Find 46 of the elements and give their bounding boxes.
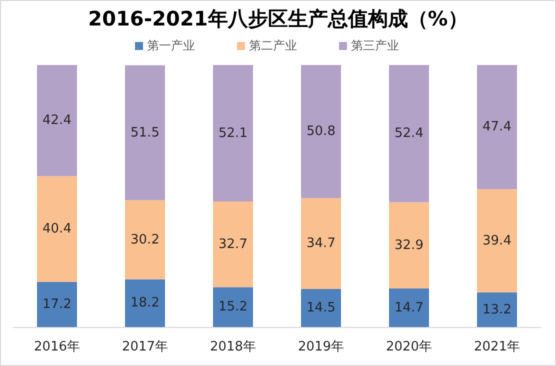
bar: [125, 65, 165, 200]
bar: [389, 202, 429, 288]
data-label: 42.4: [42, 113, 72, 128]
bar: [213, 65, 253, 202]
legend-label: 第二产业: [249, 38, 297, 52]
bar: [389, 288, 429, 327]
data-label: 51.5: [130, 125, 160, 140]
bar: [389, 65, 429, 202]
data-label: 52.4: [394, 126, 424, 142]
data-label: 32.7: [218, 236, 248, 252]
data-label: 50.8: [306, 124, 336, 140]
bar: [37, 65, 77, 176]
data-label: 47.4: [482, 120, 512, 135]
data-label: 15.2: [218, 300, 248, 315]
data-label: 32.9: [394, 238, 424, 253]
bar: [301, 65, 341, 198]
bar: [477, 189, 517, 292]
data-label: 40.4: [42, 222, 72, 237]
data-label: 13.2: [482, 302, 512, 318]
bar: [477, 292, 517, 327]
bar: [301, 289, 341, 327]
data-label: 52.1: [218, 126, 248, 141]
bar: [213, 287, 253, 327]
x-tick-label: 2019年: [298, 340, 344, 355]
bar: [213, 202, 253, 288]
x-tick-label: 2018年: [210, 340, 256, 355]
bar: [477, 65, 517, 190]
x-tick-label: 2021年: [474, 340, 520, 355]
chart-title: 2016-2021年八步区生产总值构成（%）: [88, 6, 468, 30]
data-label: 18.2: [130, 296, 160, 311]
legend-label: 第三产业: [351, 38, 399, 52]
data-label: 14.7: [394, 300, 424, 316]
bar: [125, 279, 165, 327]
data-label: 17.2: [42, 297, 72, 312]
x-tick-label: 2017年: [122, 340, 168, 355]
x-tick-label: 2016年: [34, 340, 80, 355]
bar: [125, 200, 165, 280]
data-label: 14.5: [306, 300, 336, 316]
x-tick-label: 2020年: [386, 340, 432, 355]
bar: [37, 176, 77, 282]
bar: [37, 282, 77, 327]
data-label: 39.4: [482, 233, 512, 248]
data-label: 30.2: [130, 232, 160, 248]
legend-label: 第一产业: [147, 38, 195, 52]
bar: [301, 198, 341, 290]
data-label: 34.7: [306, 236, 336, 252]
